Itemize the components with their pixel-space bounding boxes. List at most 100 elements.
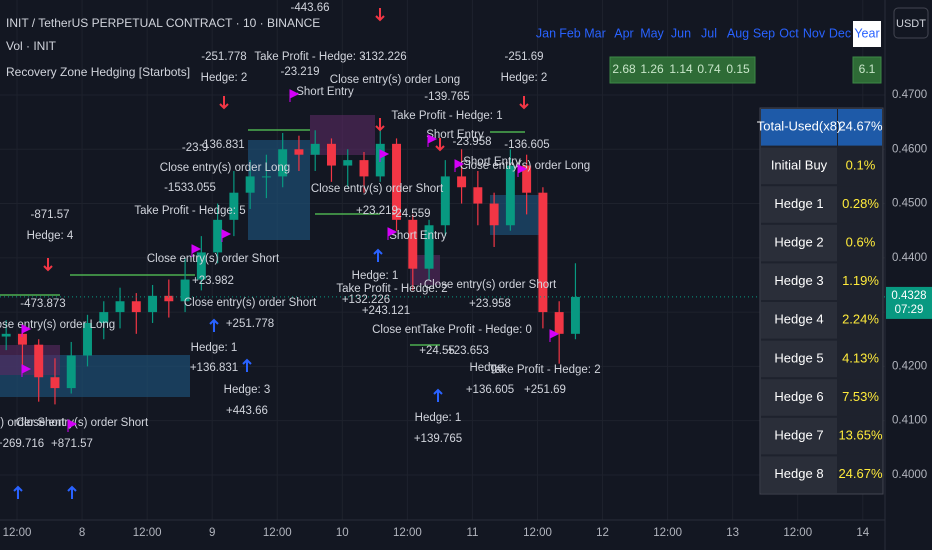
candle-body [83, 322, 92, 356]
y-tick-label: 0.4700 [892, 89, 927, 101]
annotation: Close entry(s) order Short [16, 417, 149, 429]
entry-flag [517, 164, 528, 177]
sell-arrow [219, 96, 229, 110]
candle-body [554, 312, 564, 334]
month-header: Year [854, 26, 879, 40]
last-price-box [886, 286, 932, 319]
currency-button[interactable] [893, 7, 929, 39]
symbol-title: INIT / TetherUS PERPETUAL CONTRACT · 10 … [6, 16, 320, 30]
annotation: Hedge: 2 [201, 72, 248, 84]
hedge-name-cell [761, 302, 837, 339]
month-header: Nov [803, 26, 826, 40]
annotation: Hedge: 3 [224, 384, 271, 396]
annotation: Close entry(s) order Long [330, 74, 460, 86]
candle-body [522, 165, 532, 193]
entry-flag [549, 329, 560, 342]
hedge-name: Total-Used(x8) [757, 119, 842, 134]
x-tick-label: 12:00 [3, 527, 32, 539]
annotation: Short Entry [389, 230, 447, 242]
annotation: Close entry(s) order Short [424, 279, 557, 291]
annotation: Hedge: 1 [352, 270, 399, 282]
entry-flag [21, 364, 32, 377]
month-header: Aug [727, 26, 749, 40]
currency-label[interactable]: USDT [896, 18, 926, 30]
month-header: May [640, 26, 664, 40]
sell-arrow [375, 8, 385, 22]
annotation: Hedge: 1 [191, 342, 238, 354]
hedge-name-cell [761, 109, 837, 146]
month-header: Apr [614, 26, 633, 40]
candle-body [17, 333, 27, 345]
zones [0, 115, 545, 397]
candle-body [131, 301, 141, 313]
candle-body [392, 143, 401, 220]
volume-label: Vol · INIT [6, 39, 57, 53]
month-value: 2.68 [612, 62, 636, 76]
candle-body [66, 355, 76, 389]
candle-body [326, 143, 336, 166]
annotation: +136.831 [190, 362, 238, 374]
y-tick-label: 0.4100 [892, 415, 927, 427]
annotation: Hedge: [469, 362, 506, 374]
x-tick-label: 8 [79, 527, 85, 539]
x-tick-label: 12:00 [393, 527, 422, 539]
candle-body [99, 312, 109, 323]
hedge-value: 1.19% [842, 273, 879, 288]
hedge-value: 7.53% [842, 389, 879, 404]
hedge-name-cell [761, 147, 837, 185]
buy-arrow [209, 318, 219, 332]
year-header-bg [853, 21, 881, 47]
annotation: +136.605 [466, 384, 514, 396]
annotation: +23.653 [447, 345, 489, 357]
annotation: +132.226 [342, 294, 390, 306]
annotation: Hedge: 1 [415, 412, 462, 424]
annotation: +251.69 [524, 384, 566, 396]
candle-body [1, 333, 11, 337]
sell-arrow [519, 96, 529, 110]
annotation: +443.66 [226, 405, 268, 417]
hedge-name: Hedge 3 [774, 273, 823, 288]
annotation: +243.121 [362, 305, 410, 317]
annotation: Take Profit - Hedge: 1 [391, 110, 502, 122]
sell-arrow [43, 258, 53, 272]
month-header: Sep [753, 26, 775, 40]
x-tick-label: 12:00 [783, 527, 812, 539]
annotation: -23.9 [182, 142, 208, 154]
x-tick-label: 11 [466, 527, 478, 539]
annotation: +251.778 [226, 318, 274, 330]
zone-box [0, 345, 60, 375]
candle-body [34, 344, 44, 378]
annotation: -251.778 [201, 51, 246, 63]
annotation: Take Profit - Hedge: 3 [254, 51, 365, 63]
hedge-name: Hedge 6 [774, 389, 823, 404]
candle-body [164, 295, 174, 302]
annotation: Take Profit - Hedge: 2 [336, 283, 447, 295]
annotation: -23.219 [280, 66, 319, 78]
annotation: -1533.055 [164, 182, 216, 194]
hedge-value: 13.65% [838, 428, 883, 443]
last-price-label: 0.4328 [891, 290, 926, 302]
zone-box [490, 195, 545, 235]
hedge-value-cell [838, 263, 882, 300]
month-header: Mar [584, 26, 606, 40]
hedge-value: 4.13% [842, 350, 879, 365]
candle-body [180, 279, 190, 302]
hedge-value: 24.67% [838, 119, 883, 134]
month-header: Jul [701, 26, 717, 40]
annotation: +23.219 [356, 205, 398, 217]
y-tick-label: 0.4000 [892, 469, 927, 481]
hedge-name: Hedge 7 [774, 428, 823, 443]
candle-body [115, 301, 125, 313]
hedge-name-cell [761, 263, 837, 300]
annotation: -132.226 [361, 51, 406, 63]
annotation: Short Entry [296, 86, 354, 98]
entry-flag [67, 419, 78, 432]
hedge-name: Hedge 5 [774, 350, 823, 365]
annotation: +23.958 [469, 298, 511, 310]
hedge-value-cell [838, 302, 882, 339]
candle-body [424, 225, 434, 269]
annotation: -871.57 [30, 209, 69, 221]
x-tick-label: 9 [209, 527, 215, 539]
annotation: +871.57 [51, 438, 93, 450]
